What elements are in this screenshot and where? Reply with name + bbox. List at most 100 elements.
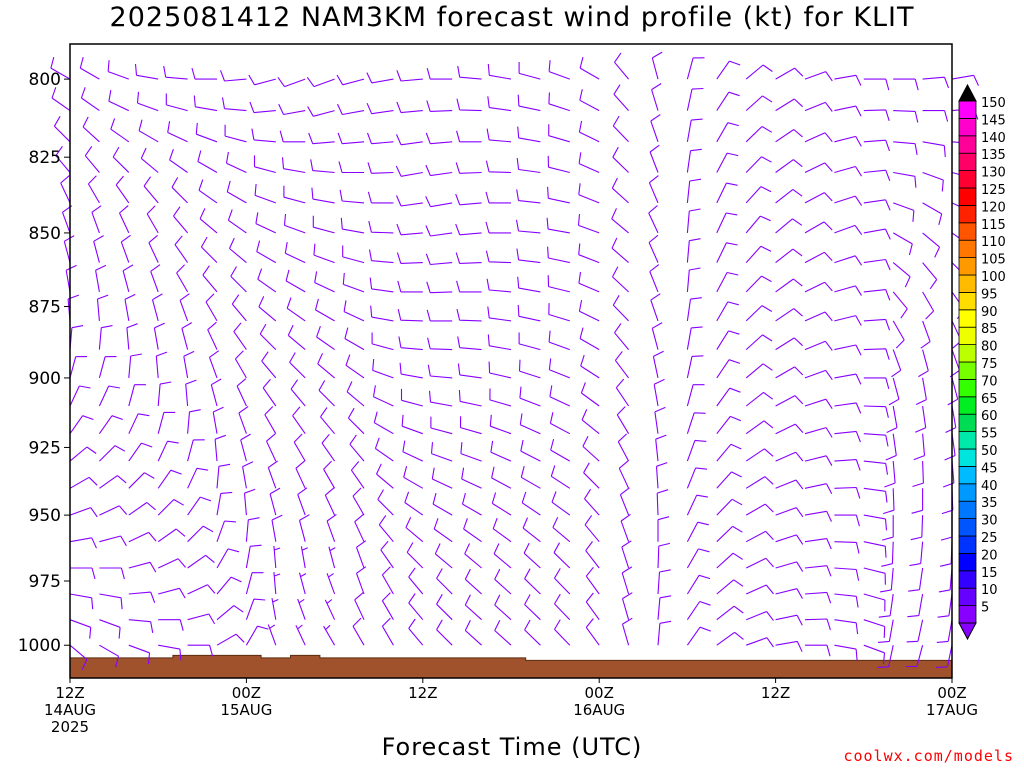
colorbar-label: 50 <box>981 444 998 459</box>
wind-barb <box>913 433 926 461</box>
wind-barb <box>128 413 150 434</box>
wind-barb <box>143 176 159 204</box>
wind-barb <box>918 349 929 378</box>
wind-barb <box>273 545 281 569</box>
wind-barb <box>221 97 247 112</box>
wind-barb <box>80 87 100 112</box>
wind-barb <box>716 122 739 143</box>
wind-barb <box>716 471 742 489</box>
wind-barb <box>893 141 918 155</box>
wind-barb <box>157 411 176 434</box>
wind-barb <box>518 62 541 80</box>
wind-barb <box>378 515 394 543</box>
wind-barb <box>297 598 306 620</box>
colorbar-bottom-arrow <box>958 622 977 641</box>
wind-barb <box>256 240 277 264</box>
wind-barb <box>775 588 803 599</box>
wind-barb <box>369 277 394 293</box>
wind-barb <box>686 178 702 203</box>
wind-barb <box>157 440 179 462</box>
wind-barb <box>908 567 924 592</box>
wind-barb <box>922 171 944 192</box>
wind-barb <box>804 71 833 82</box>
wind-barb <box>326 573 336 595</box>
wind-barb <box>518 359 541 379</box>
wind-barb <box>516 189 541 204</box>
wind-barb <box>464 594 482 621</box>
wind-barb <box>323 460 336 489</box>
wind-barb <box>579 89 600 112</box>
wind-barb <box>487 63 512 80</box>
wind-barb <box>405 516 424 543</box>
wind-barb <box>716 271 739 293</box>
wind-barb <box>549 385 571 407</box>
x-tick-label: 16AUG <box>573 701 625 719</box>
wind-barb <box>613 84 630 111</box>
wind-barb <box>716 387 741 407</box>
wind-barb <box>367 191 394 204</box>
wind-barb <box>863 405 889 418</box>
wind-barb <box>804 101 833 112</box>
y-tick-label: 925 <box>29 438 61 458</box>
wind-barb <box>336 74 365 86</box>
wind-barb <box>377 489 394 516</box>
wind-barb <box>488 361 512 379</box>
wind-barb <box>686 267 701 292</box>
wind-barb <box>128 619 154 633</box>
wind-barb <box>98 415 123 435</box>
wind-barb <box>157 469 182 489</box>
wind-barb <box>233 322 247 350</box>
wind-barb <box>150 264 161 293</box>
wind-barb <box>295 624 306 646</box>
wind-barb <box>611 237 629 264</box>
wind-barb <box>804 510 832 522</box>
wind-barb <box>148 234 159 263</box>
colorbar-label: 35 <box>981 496 998 511</box>
wind-barb <box>547 246 570 264</box>
wind-barb <box>716 605 744 621</box>
wind-barb <box>650 293 661 322</box>
wind-barb <box>834 514 860 527</box>
wind-barb <box>99 445 126 462</box>
wind-barb <box>582 435 600 462</box>
wind-barb <box>96 294 109 321</box>
terrain-fill <box>69 654 953 679</box>
wind-barb <box>153 322 165 350</box>
wind-barb <box>834 373 862 385</box>
wind-barb <box>226 180 247 204</box>
wind-barb <box>457 363 482 379</box>
wind-barb <box>285 269 306 293</box>
wind-barb <box>620 513 631 542</box>
wind-barb <box>745 126 773 143</box>
wind-barb <box>214 434 226 462</box>
wind-barb <box>775 423 804 435</box>
wind-barb <box>880 567 894 593</box>
wind-barb <box>584 488 600 516</box>
wind-barb <box>321 433 336 462</box>
wind-barb <box>686 326 703 350</box>
wind-barb <box>863 228 891 240</box>
wind-barb <box>176 264 189 293</box>
wind-barb <box>716 525 743 543</box>
wind-barb <box>151 293 163 322</box>
wind-barb <box>775 561 804 572</box>
wind-barb <box>863 567 886 585</box>
wind-barb <box>245 544 262 569</box>
wind-barb <box>401 414 423 435</box>
wind-barb <box>200 236 218 263</box>
wind-barb <box>686 494 708 516</box>
y-tick-label: 800 <box>29 70 61 90</box>
wind-barb <box>51 87 71 112</box>
wind-barb <box>403 466 424 489</box>
wind-barb <box>346 381 365 407</box>
wind-barb <box>863 318 891 331</box>
wind-barb <box>112 146 130 173</box>
wind-barb <box>455 193 482 206</box>
wind-barb <box>298 572 307 595</box>
wind-barb <box>834 224 863 236</box>
wind-barb <box>337 132 365 145</box>
wind-barb <box>69 619 92 639</box>
wind-barb <box>863 109 890 121</box>
wind-barb <box>686 57 705 80</box>
wind-barb <box>494 568 512 595</box>
